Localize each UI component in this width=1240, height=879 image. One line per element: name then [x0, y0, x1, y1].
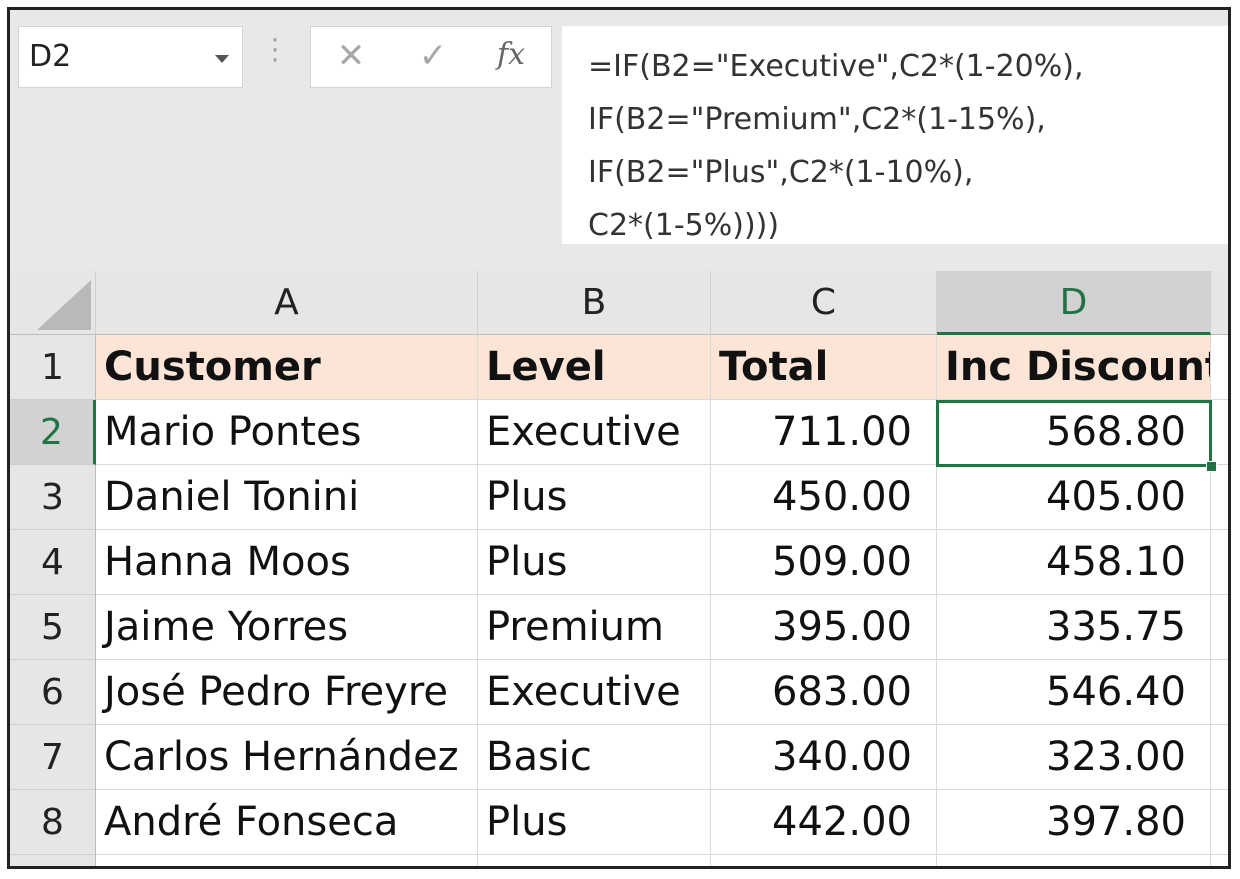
row-header-8[interactable]: 8 [10, 790, 96, 855]
row-header-7[interactable]: 7 [10, 725, 96, 790]
cell-b5[interactable]: Premium [478, 595, 711, 660]
cell-d2[interactable]: 568.80 [937, 400, 1211, 465]
cell-c2[interactable]: 711.00 [711, 400, 937, 465]
row-header-6[interactable]: 6 [10, 660, 96, 725]
cell-c4[interactable]: 509.00 [711, 530, 937, 595]
spreadsheet-grid: A B C D 1 2 3 4 5 6 7 8 Customer Level T… [10, 271, 1228, 866]
formula-line: IF(B2="Premium",C2*(1-15%), [588, 102, 1046, 137]
name-box-dropdown-icon[interactable] [215, 55, 229, 63]
cell-d6[interactable]: 546.40 [937, 660, 1211, 725]
row-header-4[interactable]: 4 [10, 530, 96, 595]
select-all-corner[interactable] [10, 271, 96, 335]
cell-d4[interactable]: 458.10 [937, 530, 1211, 595]
cell-b2[interactable]: Executive [478, 400, 711, 465]
cell-a2[interactable]: Mario Pontes [96, 400, 478, 465]
insert-function-icon[interactable]: fx [496, 37, 526, 72]
select-all-triangle-icon [37, 280, 91, 330]
cell-c3[interactable]: 450.00 [711, 465, 937, 530]
column-header-e-partial[interactable] [1211, 271, 1228, 335]
excel-window: D2 · · · ✕ ✓ fx =IF(B2="Executive",C2*(1-2… [7, 7, 1231, 869]
cell-c8[interactable]: 442.00 [711, 790, 937, 855]
cell-e1[interactable] [1211, 335, 1228, 400]
cell-e7[interactable] [1211, 725, 1228, 790]
formula-input[interactable]: =IF(B2="Executive",C2*(1-20%), IF(B2="Pr… [562, 26, 1228, 244]
cell-a8[interactable]: André Fonseca [96, 790, 478, 855]
row-header-2[interactable]: 2 [10, 400, 96, 465]
cell-c9[interactable] [711, 855, 937, 866]
cell-a1[interactable]: Customer [96, 335, 478, 400]
cell-b4[interactable]: Plus [478, 530, 711, 595]
cell-d5[interactable]: 335.75 [937, 595, 1211, 660]
cell-e2[interactable] [1211, 400, 1228, 465]
cell-b9[interactable] [478, 855, 711, 866]
formula-line: C2*(1-5%)))) [588, 208, 780, 243]
cell-a5[interactable]: Jaime Yorres [96, 595, 478, 660]
cell-b1[interactable]: Level [478, 335, 711, 400]
formula-bar-resize-handle[interactable]: · · · [270, 26, 280, 76]
enter-check-icon[interactable]: ✓ [418, 36, 448, 76]
cell-e6[interactable] [1211, 660, 1228, 725]
cell-a7[interactable]: Carlos Hernández [96, 725, 478, 790]
row-header-3[interactable]: 3 [10, 465, 96, 530]
cell-b3[interactable]: Plus [478, 465, 711, 530]
cell-e3[interactable] [1211, 465, 1228, 530]
cell-d9[interactable] [937, 855, 1211, 866]
cell-b8[interactable]: Plus [478, 790, 711, 855]
cell-e8[interactable] [1211, 790, 1228, 855]
cell-e5[interactable] [1211, 595, 1228, 660]
formula-line: IF(B2="Plus",C2*(1-10%), [588, 155, 974, 190]
cell-a9[interactable] [96, 855, 478, 866]
row-header-1[interactable]: 1 [10, 335, 96, 400]
fill-handle[interactable] [1206, 461, 1217, 472]
cancel-icon[interactable]: ✕ [336, 36, 366, 76]
name-box[interactable]: D2 [18, 26, 243, 88]
cell-c1[interactable]: Total [711, 335, 937, 400]
column-header-b[interactable]: B [478, 271, 711, 335]
cell-b7[interactable]: Basic [478, 725, 711, 790]
column-header-a[interactable]: A [96, 271, 478, 335]
cell-c5[interactable]: 395.00 [711, 595, 937, 660]
column-header-d[interactable]: D [937, 271, 1211, 335]
row-header-5[interactable]: 5 [10, 595, 96, 660]
cell-a4[interactable]: Hanna Moos [96, 530, 478, 595]
cell-e9[interactable] [1211, 855, 1228, 866]
formula-line: =IF(B2="Executive",C2*(1-20%), [588, 49, 1084, 84]
cell-a3[interactable]: Daniel Tonini [96, 465, 478, 530]
cell-a6[interactable]: José Pedro Freyre [96, 660, 478, 725]
cell-e4[interactable] [1211, 530, 1228, 595]
cell-d7[interactable]: 323.00 [937, 725, 1211, 790]
cell-c6[interactable]: 683.00 [711, 660, 937, 725]
cell-d1[interactable]: Inc Discount [937, 335, 1211, 400]
formula-bar-buttons: ✕ ✓ fx [310, 26, 552, 88]
cell-d3[interactable]: 405.00 [937, 465, 1211, 530]
row-header-9-partial[interactable] [10, 855, 96, 866]
cell-b6[interactable]: Executive [478, 660, 711, 725]
name-box-value: D2 [29, 39, 72, 74]
cell-d8[interactable]: 397.80 [937, 790, 1211, 855]
column-header-c[interactable]: C [711, 271, 937, 335]
cell-c7[interactable]: 340.00 [711, 725, 937, 790]
